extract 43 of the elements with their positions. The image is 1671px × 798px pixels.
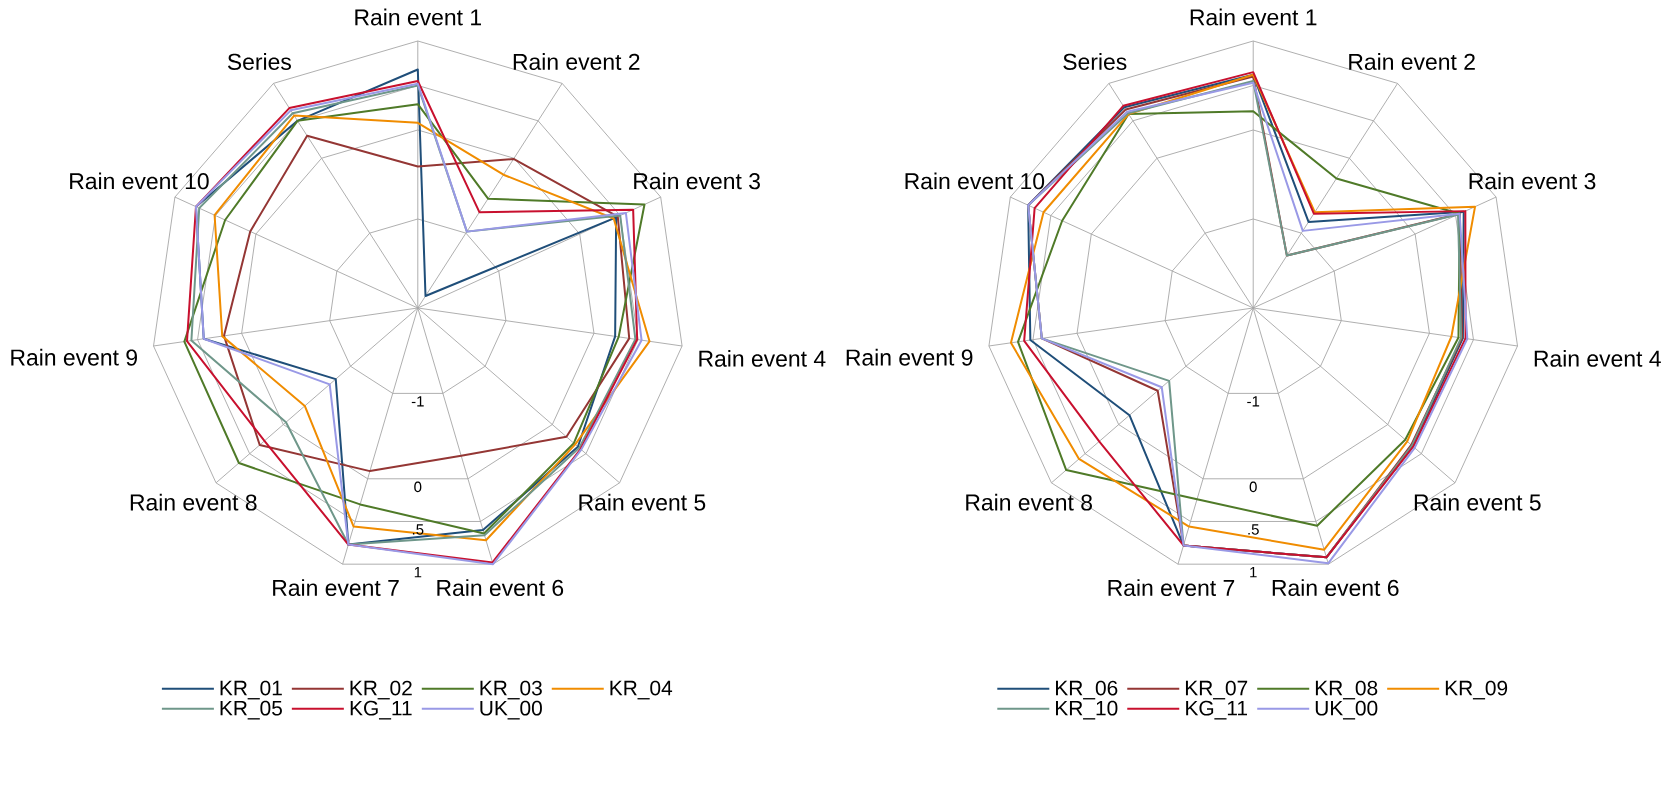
- spoke-label: Rain event 6: [437, 579, 564, 597]
- y-tick-label: 0: [1249, 481, 1257, 493]
- y-tick-label: -1: [411, 396, 424, 407]
- spoke-label: Rain event 3: [634, 172, 760, 190]
- legend-label: KR_10: [1056, 700, 1118, 720]
- y-tick-label: 1: [1250, 566, 1257, 578]
- y-tick-label: 0: [414, 481, 422, 493]
- spoke-label: Rain event 1: [1190, 8, 1317, 26]
- spoke-label: Rain event 4: [699, 350, 826, 367]
- spoke-label: Rain event 9: [846, 348, 973, 366]
- spoke-label: Rain event 6: [1272, 579, 1399, 597]
- spoke-label: Rain event 9: [11, 348, 137, 366]
- spoke-label: Rain event 1: [355, 8, 481, 26]
- legend-label: KR_09: [1445, 680, 1508, 700]
- spoke-label: Rain event 5: [579, 493, 706, 511]
- legend-label: KR_01: [220, 680, 282, 700]
- legend-label: KR_02: [350, 680, 412, 700]
- y-tick-label: 1: [414, 566, 422, 578]
- legend-label: KR_07: [1185, 680, 1248, 700]
- legend-label: KR_03: [480, 680, 542, 700]
- spoke-label: Rain event 8: [966, 493, 1092, 511]
- spoke-label: Rain event 5: [1414, 493, 1541, 511]
- legend-label: KR_06: [1056, 680, 1118, 700]
- spoke-label: Rain event 2: [513, 53, 640, 70]
- spoke-label: Rain event 10: [70, 172, 209, 190]
- legend-label: KG_11: [1186, 700, 1247, 720]
- spoke-label: Rain event 3: [1469, 172, 1596, 190]
- spoke-label: Series: [227, 53, 291, 70]
- spoke-label: Rain event 2: [1349, 53, 1475, 70]
- legend-label: UK_00: [1315, 700, 1378, 720]
- legend-label: KR_04: [610, 680, 673, 700]
- legend-label: KR_08: [1315, 680, 1378, 700]
- legend-label: KR_05: [220, 700, 282, 720]
- spoke-label: Rain event 7: [273, 579, 399, 597]
- y-tick-label: -1: [1247, 396, 1260, 407]
- spoke-label: Series: [1063, 53, 1127, 70]
- spoke-label: Rain event 7: [1108, 579, 1235, 597]
- spoke-label: Rain event 10: [905, 172, 1045, 190]
- legend-label: KG_11: [350, 700, 412, 720]
- spoke-label: Rain event 8: [130, 493, 257, 511]
- y-tick-label: .5: [1248, 524, 1259, 535]
- spoke-label: Rain event 4: [1534, 350, 1661, 367]
- legend-label: UK_00: [480, 700, 542, 720]
